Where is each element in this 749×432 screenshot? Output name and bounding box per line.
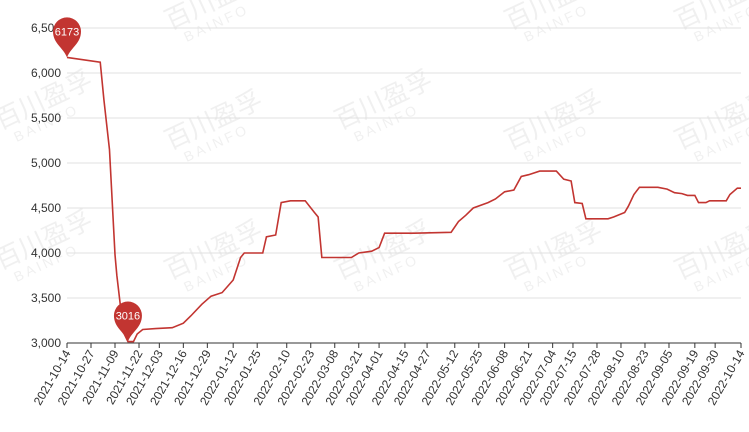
y-tick-label: 4,000 — [31, 246, 61, 260]
y-tick-label: 4,500 — [31, 201, 61, 215]
y-tick-label: 3,000 — [31, 336, 61, 350]
pin — [113, 301, 142, 342]
y-tick-label: 5,000 — [31, 156, 61, 170]
y-tick-label: 6,000 — [31, 66, 61, 80]
pin-label: 6173 — [55, 26, 79, 38]
pin — [53, 17, 82, 58]
y-tick-label: 5,500 — [31, 111, 61, 125]
y-tick-label: 3,500 — [31, 291, 61, 305]
line — [66, 56, 741, 343]
pin-label: 3016 — [116, 311, 140, 323]
